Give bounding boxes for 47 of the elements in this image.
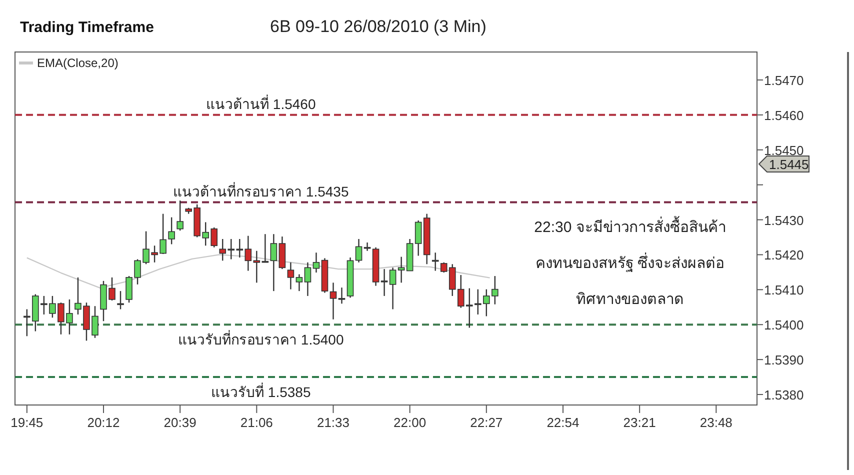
y-tick-label: 1.5450 <box>764 142 804 158</box>
y-tick-label: 1.5420 <box>764 248 804 263</box>
candlestick <box>244 235 252 272</box>
y-tick-label: 1.5380 <box>764 388 804 403</box>
y-tick-label: 1.5390 <box>764 352 804 368</box>
candlestick <box>355 238 362 263</box>
ref-line-label: แนวต้านที่กรอบราคา 1.5435 <box>173 182 349 200</box>
x-tick-label: 21:33 <box>316 415 350 430</box>
y-tick-label: 1.5430 <box>764 212 804 228</box>
candlestick <box>364 242 371 252</box>
candlestick <box>117 290 124 310</box>
ref-line-label: แนวรับที่กรอบราคา 1.5400 <box>178 330 344 348</box>
candlestick <box>253 250 260 284</box>
candlestick <box>389 267 396 310</box>
x-tick-label: 20:12 <box>87 415 120 430</box>
x-tick-label: 23:21 <box>623 415 656 430</box>
x-tick-label: 22:00 <box>394 415 426 430</box>
candlestick <box>312 252 320 274</box>
candlestick <box>338 286 346 304</box>
x-tick-label: 22:54 <box>546 415 580 430</box>
y-tick-label: 1.5400 <box>764 318 804 333</box>
x-tick-label: 19:45 <box>10 415 44 430</box>
candlestick <box>176 200 184 232</box>
candlestick <box>330 282 337 320</box>
x-tick-label: 23:48 <box>700 415 732 430</box>
candlestick <box>296 274 303 292</box>
legend-label: EMA(Close,20) <box>37 56 118 70</box>
ref-line-label: แนวต้านที่ 1.5460 <box>206 94 316 112</box>
chart-subtitle: 6B 09-10 26/08/2010 (3 Min) <box>270 17 486 36</box>
candlestick <box>380 268 388 297</box>
candlestick <box>304 262 312 297</box>
candlestick <box>414 220 422 256</box>
y-tick-label: 1.5460 <box>764 108 804 123</box>
text: 1.5445 <box>769 157 809 172</box>
candlestick <box>432 252 439 272</box>
candlestick <box>270 233 278 292</box>
ref-line-label: แนวรับที่ 1.5385 <box>211 383 311 400</box>
y-tick-label: 1.5470 <box>764 72 804 88</box>
candlestick <box>262 233 269 263</box>
x-tick-label: 20:39 <box>164 415 196 430</box>
candlestick <box>287 262 294 290</box>
y-tick-label: 1.5410 <box>764 282 804 298</box>
candlestick <box>398 256 405 284</box>
x-tick-label: 21:06 <box>240 415 273 430</box>
candlestick <box>168 216 175 245</box>
x-tick-label: 22:27 <box>470 415 503 430</box>
chart-title: Trading Timeframe <box>20 19 154 36</box>
